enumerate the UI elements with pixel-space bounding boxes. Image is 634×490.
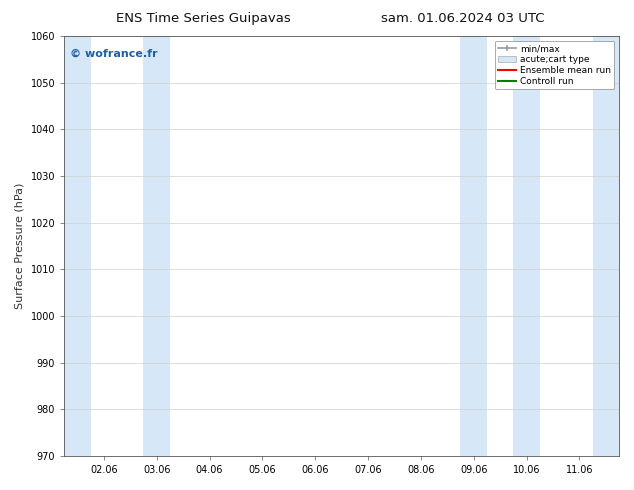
Y-axis label: Surface Pressure (hPa): Surface Pressure (hPa) (15, 183, 25, 309)
Bar (460, 36, 487, 456)
Text: © wofrance.fr: © wofrance.fr (70, 49, 157, 59)
Text: sam. 01.06.2024 03 UTC: sam. 01.06.2024 03 UTC (381, 12, 545, 25)
Bar (64, 36, 91, 456)
Text: ENS Time Series Guipavas: ENS Time Series Guipavas (115, 12, 290, 25)
Legend: min/max, acute;cart type, Ensemble mean run, Controll run: min/max, acute;cart type, Ensemble mean … (495, 41, 614, 89)
Bar (514, 36, 540, 456)
Bar (143, 36, 170, 456)
Bar (593, 36, 619, 456)
